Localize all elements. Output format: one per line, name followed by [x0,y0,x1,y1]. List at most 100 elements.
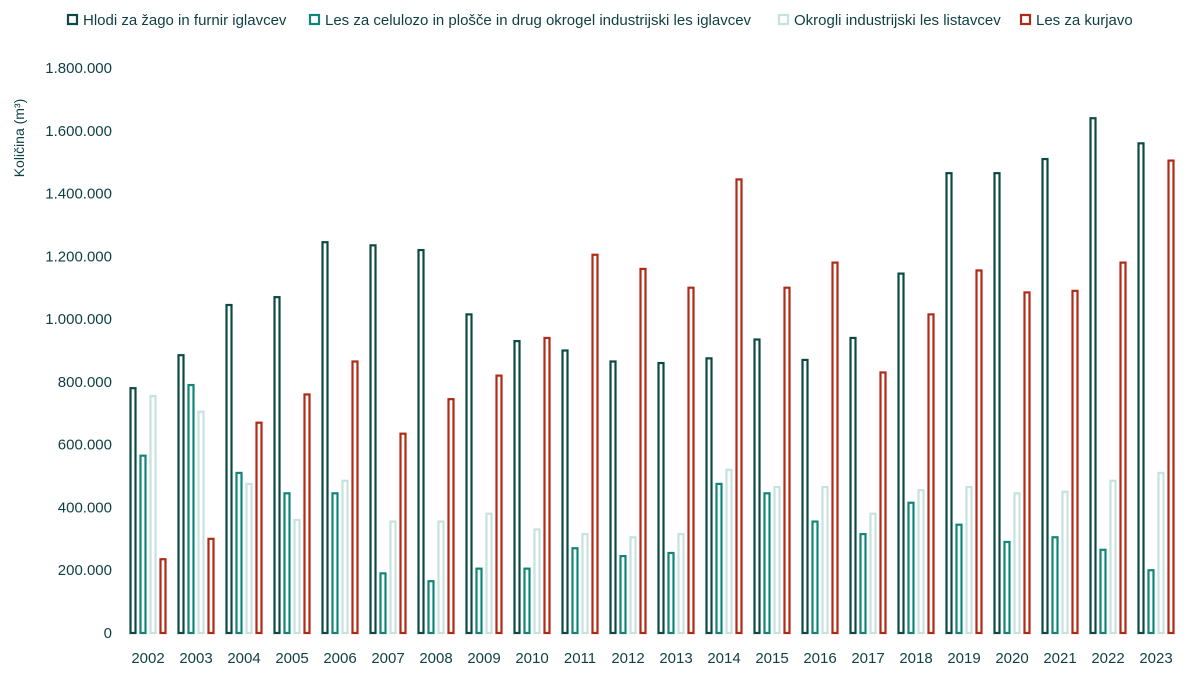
bar [399,432,407,635]
bar [533,528,541,635]
x-tick-label: 2005 [275,650,308,667]
bar [1147,569,1155,635]
y-tick-label: 800.000 [58,374,112,391]
bar [581,533,589,635]
bar [341,479,349,635]
bar [831,261,839,635]
bar [821,485,829,635]
bar [763,492,771,635]
bar [1089,117,1097,635]
bar [955,523,963,635]
bars [129,117,1175,635]
bar [207,537,215,635]
bar [1071,289,1079,635]
bar [543,336,551,635]
bar [1051,536,1059,635]
bar [513,339,521,635]
bar [725,468,733,635]
x-tick-label: 2016 [803,650,836,667]
bar [1119,261,1127,635]
y-tick-label: 1.400.000 [45,186,112,203]
bar [993,172,1001,635]
legend-swatch [1019,13,1032,26]
bar [1099,548,1107,635]
legend-label: Les za kurjavo [1036,12,1133,29]
bar [1109,479,1117,635]
bar [667,551,675,635]
bar [369,244,377,635]
y-axis: 0 200.000 400.000 600.000 800.000 1.000.000 1.… [45,60,112,642]
bar [945,172,953,635]
bar [811,520,819,635]
bar [591,253,599,635]
bar [609,360,617,635]
y-tick-label: 200.000 [58,562,112,579]
x-tick-label: 2022 [1091,650,1124,667]
bar [801,358,809,635]
bar [1157,471,1165,635]
bar [561,349,569,635]
bar [975,269,983,635]
x-tick-label: 2013 [659,650,692,667]
bar [129,387,137,635]
series-group [129,117,1145,635]
bar [1061,490,1069,635]
legend-swatch [777,13,790,26]
series-group [159,159,1175,635]
bar [965,485,973,635]
x-tick-label: 2004 [227,650,260,667]
bar [629,536,637,635]
series-group [139,383,1155,635]
x-tick-label: 2021 [1043,650,1076,667]
x-tick-label: 2018 [899,650,932,667]
bar [571,547,579,635]
x-tick-label: 2017 [851,650,884,667]
bar [475,567,483,635]
x-tick-label: 2019 [947,650,980,667]
y-tick-label: 400.000 [58,499,112,516]
legend: Hlodi za žago in furnir iglavcev Les za c… [66,12,1133,29]
y-tick-label: 1.200.000 [45,248,112,265]
bar [773,485,781,635]
x-tick-label: 2002 [131,650,164,667]
x-tick-label: 2012 [611,650,644,667]
bar [657,361,665,635]
y-tick-label: 1.600.000 [45,123,112,140]
bar [235,471,243,635]
bar [917,489,925,635]
bar [705,357,713,635]
bar [255,421,263,635]
bar [447,398,455,635]
x-axis: 2002 2003 2004 2005 2006 2007 2008 2009 2010 2011… [131,650,1172,667]
bar [417,248,425,635]
bar [149,394,157,635]
legend-label: Okrogli industrijski les listavcev [794,12,1001,29]
bar [859,533,867,635]
y-tick-label: 1.800.000 [45,60,112,77]
legend-label: Les za celulozo in plošče in drug okroge… [325,12,752,29]
bar [1167,159,1175,635]
x-tick-label: 2010 [515,650,548,667]
x-tick-label: 2008 [419,650,452,667]
bar [1013,492,1021,635]
x-tick-label: 2014 [707,650,740,667]
bar [187,383,195,635]
bar [753,338,761,635]
bar [907,501,915,635]
x-tick-label: 2009 [467,650,500,667]
bar [177,354,185,635]
bar [465,313,473,635]
x-tick-label: 2011 [564,650,596,667]
bar [139,454,147,635]
bar [897,272,905,635]
bar [869,512,877,635]
x-tick-label: 2003 [179,650,212,667]
legend-item: Les za kurjavo [1019,12,1133,29]
bar [715,482,723,635]
legend-swatch [308,13,321,26]
bar [331,492,339,635]
x-tick-label: 2006 [323,650,356,667]
bar [283,492,291,635]
